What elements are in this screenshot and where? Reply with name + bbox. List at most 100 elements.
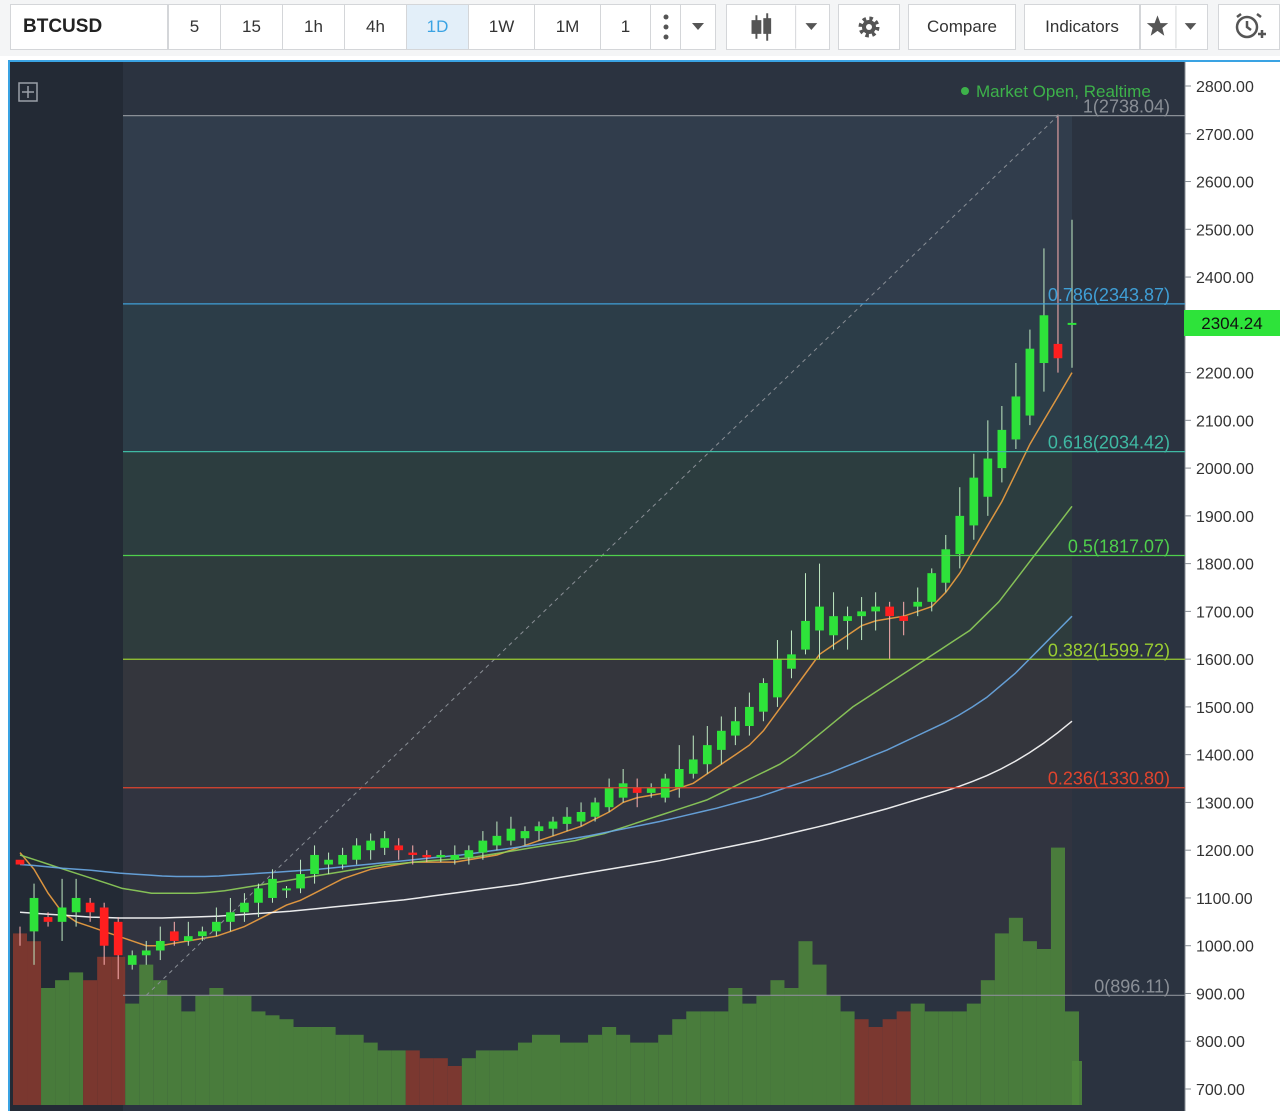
volume-bar: [27, 941, 42, 1105]
volume-bar: [1036, 949, 1051, 1105]
volume-bar: [910, 1003, 925, 1105]
candle-body: [492, 835, 502, 846]
volume-bar: [980, 980, 995, 1105]
symbol-input[interactable]: BTCUSD: [10, 4, 168, 50]
chart-type-button[interactable]: [726, 4, 830, 50]
interval-1w-button[interactable]: 1W: [469, 5, 535, 49]
candle: [43, 912, 53, 927]
candle: [352, 838, 361, 865]
fib-level-label: 0.382(1599.72): [1048, 640, 1170, 660]
candle: [1053, 114, 1063, 373]
candle: [57, 878, 67, 941]
candlestick-icon: [751, 13, 772, 41]
candle-body: [212, 921, 221, 932]
candle-body: [871, 606, 880, 612]
volume-bar: [812, 964, 827, 1105]
volume-bar: [896, 1011, 911, 1105]
candle-body: [506, 828, 516, 841]
volume-bar: [265, 1015, 280, 1105]
candle-body: [983, 458, 993, 497]
candle-body: [674, 768, 684, 789]
candle: [492, 821, 502, 851]
candle-body: [759, 683, 768, 712]
volume-bar: [826, 995, 841, 1105]
candle: [534, 821, 544, 841]
candle: [183, 921, 193, 946]
more-intervals-icon[interactable]: [651, 5, 681, 49]
candle: [857, 597, 866, 641]
interval-custom-button[interactable]: 1: [601, 5, 651, 49]
candle-body: [955, 515, 965, 555]
volume-bar: [447, 1066, 462, 1105]
candle: [85, 897, 95, 922]
alert-button[interactable]: [1218, 4, 1280, 50]
candle-body: [29, 897, 39, 932]
y-tick-label: 900.00: [1196, 986, 1245, 1003]
indicators-button[interactable]: Indicators: [1024, 4, 1140, 50]
interval-4h-button[interactable]: 4h: [345, 5, 407, 49]
interval-1m-button[interactable]: 1M: [535, 5, 601, 49]
candle: [731, 706, 740, 746]
market-status-text: Market Open, Realtime: [976, 82, 1151, 101]
volume-bar: [602, 1027, 617, 1105]
volume-bar: [630, 1042, 645, 1105]
candle: [913, 587, 923, 617]
add-indicator-icon[interactable]: [18, 82, 38, 102]
y-tick-label: 1000.00: [1196, 939, 1254, 956]
y-tick-label: 800.00: [1196, 1034, 1245, 1051]
fib-level-label: 0.786(2343.87): [1048, 285, 1170, 305]
volume-bar: [574, 1042, 589, 1105]
candle: [338, 847, 347, 870]
y-tick-label: 2800.00: [1196, 79, 1254, 96]
volume-bar: [12, 933, 28, 1105]
volume-bar: [195, 995, 210, 1105]
y-tick-label: 1800.00: [1196, 557, 1254, 574]
interval-1h-button[interactable]: 1h: [283, 5, 345, 49]
candle: [646, 783, 656, 798]
volume-bar: [756, 995, 771, 1105]
volume-bar: [700, 1011, 715, 1105]
candle-body: [688, 759, 698, 774]
price-chart[interactable]: 1(2738.04) 0.786(2343.87) 0.618(2034.42) 0.…: [10, 62, 1280, 1111]
volume-bar: [55, 980, 70, 1105]
fib-level-label: 0.236(1330.80): [1048, 769, 1170, 789]
interval-dropdown-icon[interactable]: [681, 5, 715, 49]
fib-level-label: 1(2738.04): [1083, 97, 1170, 117]
candle: [927, 568, 937, 612]
candle: [590, 797, 600, 822]
price-axis-background: [1185, 62, 1280, 1111]
candle-body: [646, 788, 656, 793]
candle: [254, 883, 263, 918]
volume-bar: [307, 1027, 322, 1105]
candle-body: [338, 854, 347, 865]
candle-body: [913, 601, 923, 607]
candle-body: [576, 811, 586, 822]
candle-body: [590, 802, 600, 817]
candle: [310, 845, 319, 884]
volume-bar: [349, 1034, 364, 1105]
fib-level-label: 0.618(2034.42): [1048, 433, 1170, 453]
interval-5-button[interactable]: 5: [169, 5, 221, 49]
compare-button[interactable]: Compare: [908, 4, 1016, 50]
favorites-button[interactable]: [1140, 4, 1208, 50]
candle-body: [548, 821, 558, 829]
candle-body: [408, 852, 418, 855]
settings-button[interactable]: [838, 4, 900, 50]
volume-bar: [489, 1050, 504, 1105]
y-tick-label: 2600.00: [1196, 175, 1254, 192]
volume-bar: [546, 1034, 561, 1105]
candle-body: [85, 902, 95, 913]
candle: [548, 816, 558, 836]
candle-body: [731, 721, 740, 736]
candle: [324, 852, 333, 875]
fib-level-label: 0.5(1817.07): [1068, 536, 1170, 556]
interval-15-button[interactable]: 15: [221, 5, 283, 49]
candle: [380, 831, 390, 855]
candle-body: [801, 620, 810, 650]
candle: [716, 716, 726, 765]
candle-body: [745, 706, 754, 727]
volume-bar: [560, 1042, 575, 1105]
interval-1d-button[interactable]: 1D: [407, 5, 469, 49]
volume-bar: [882, 1019, 897, 1105]
volume-bar: [209, 988, 224, 1105]
